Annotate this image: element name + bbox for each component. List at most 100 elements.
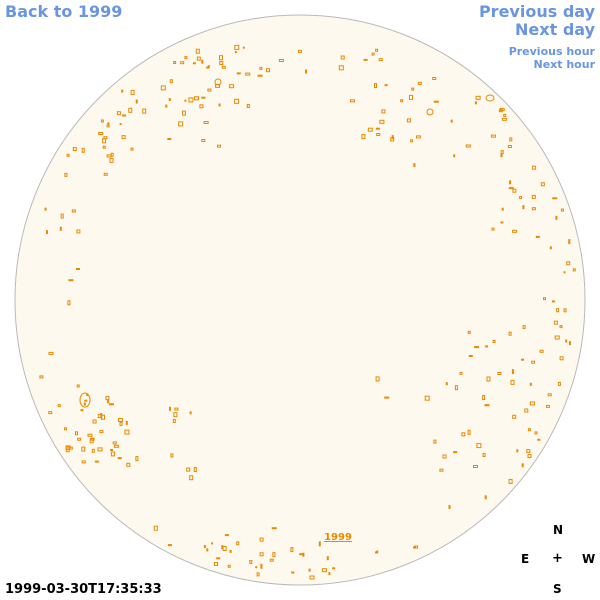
contour-fragment bbox=[459, 371, 463, 375]
contour-fragment bbox=[410, 139, 414, 143]
back-to-year-link[interactable]: Back to 1999 bbox=[5, 2, 123, 21]
contour-fragment bbox=[526, 449, 531, 454]
contour-fragment bbox=[557, 381, 561, 386]
contour-fragment bbox=[224, 534, 229, 537]
contour-fragment bbox=[547, 393, 552, 397]
contour-fragment bbox=[160, 85, 166, 91]
next-day-link[interactable]: Next day bbox=[515, 20, 595, 39]
previous-day-link[interactable]: Previous day bbox=[478, 2, 595, 21]
contour-fragment bbox=[486, 376, 491, 382]
contour-fragment bbox=[309, 575, 315, 580]
contour-fragment bbox=[167, 544, 172, 547]
contour-fragment bbox=[206, 548, 209, 552]
compass-south: S bbox=[553, 582, 562, 596]
contour-fragment bbox=[214, 562, 218, 566]
contour-fragment bbox=[211, 542, 214, 545]
contour-fragment bbox=[201, 139, 206, 142]
contour-fragment bbox=[509, 180, 512, 185]
contour-fragment bbox=[378, 58, 383, 62]
contour-fragment bbox=[499, 108, 505, 111]
contour-fragment bbox=[135, 456, 139, 462]
contour-fragment bbox=[196, 56, 201, 61]
contour-fragment bbox=[269, 558, 274, 562]
contour-loop bbox=[214, 78, 222, 86]
contour-fragment bbox=[174, 407, 179, 411]
contour-fragment bbox=[350, 99, 355, 103]
contour-fragment bbox=[184, 56, 188, 60]
contour-fragment bbox=[465, 144, 471, 148]
contour-fragment bbox=[375, 376, 380, 382]
contour-fragment bbox=[57, 404, 61, 408]
contour-fragment bbox=[445, 382, 448, 386]
contour-fragment bbox=[490, 134, 496, 138]
contour-fragment bbox=[234, 98, 240, 104]
contour-fragment bbox=[109, 157, 114, 163]
contour-fragment bbox=[117, 418, 123, 422]
year-link[interactable]: 1999 bbox=[324, 532, 352, 543]
contour-fragment bbox=[172, 419, 176, 423]
contour-fragment bbox=[290, 547, 294, 553]
contour-fragment bbox=[181, 110, 186, 116]
contour-fragment bbox=[193, 467, 197, 472]
contour-fragment bbox=[256, 572, 260, 577]
contour-fragment bbox=[278, 59, 284, 62]
contour-fragment bbox=[568, 239, 571, 245]
contour-fragment bbox=[130, 89, 135, 95]
contour-fragment bbox=[413, 546, 416, 549]
contour-fragment bbox=[543, 297, 546, 301]
contour-fragment bbox=[340, 55, 345, 60]
contour-fragment bbox=[560, 208, 564, 212]
contour-fragment bbox=[66, 153, 70, 157]
contour-fragment bbox=[453, 154, 456, 158]
contour-fragment bbox=[442, 454, 447, 459]
contour-fragment bbox=[236, 72, 241, 75]
contour-fragment bbox=[80, 409, 84, 412]
contour-fragment bbox=[406, 118, 411, 123]
contour-fragment bbox=[135, 99, 138, 104]
contour-fragment bbox=[328, 572, 331, 576]
contour-fragment bbox=[527, 428, 531, 432]
contour-fragment bbox=[529, 401, 535, 406]
contour-fragment bbox=[206, 66, 210, 69]
next-hour-link[interactable]: Next hour bbox=[533, 58, 596, 71]
contour-fragment bbox=[371, 52, 375, 56]
contour-loop bbox=[485, 94, 495, 102]
compass-east: E bbox=[521, 552, 530, 566]
contour-fragment bbox=[519, 196, 523, 199]
contour-fragment bbox=[188, 97, 194, 103]
contour-fragment bbox=[122, 114, 127, 117]
active-region-contours bbox=[39, 44, 576, 580]
contour-fragment bbox=[411, 87, 415, 91]
contour-fragment bbox=[432, 77, 437, 80]
contour-fragment bbox=[91, 448, 95, 453]
contour-fragment bbox=[563, 308, 567, 313]
previous-hour-link[interactable]: Previous hour bbox=[508, 45, 595, 58]
contour-fragment bbox=[308, 568, 311, 572]
contour-fragment bbox=[568, 341, 571, 346]
contour-fragment bbox=[165, 104, 168, 108]
contour-fragment bbox=[497, 372, 502, 375]
contour-fragment bbox=[375, 127, 380, 130]
contour-fragment bbox=[117, 457, 122, 460]
contour-fragment bbox=[229, 549, 232, 553]
contour-fragment bbox=[400, 99, 404, 103]
contour-fragment bbox=[467, 429, 471, 435]
contour-fragment bbox=[379, 119, 385, 124]
contour-fragment bbox=[99, 430, 104, 434]
contour-fragment bbox=[60, 213, 64, 219]
contour-fragment bbox=[245, 72, 251, 76]
contour-fragment bbox=[424, 395, 430, 401]
contour-fragment bbox=[255, 566, 258, 569]
contour-fragment bbox=[189, 411, 192, 415]
contour-fragment bbox=[98, 132, 104, 135]
contour-fragment bbox=[92, 419, 97, 424]
contour-fragment bbox=[102, 145, 106, 149]
contour-fragment bbox=[215, 83, 221, 88]
contour-fragment bbox=[482, 395, 486, 400]
contour-fragment bbox=[521, 463, 524, 468]
contour-fragment bbox=[529, 382, 532, 386]
contour-fragment bbox=[168, 98, 171, 101]
contour-fragment bbox=[227, 564, 231, 568]
contour-fragment bbox=[482, 453, 486, 457]
contour-fragment bbox=[246, 104, 250, 108]
